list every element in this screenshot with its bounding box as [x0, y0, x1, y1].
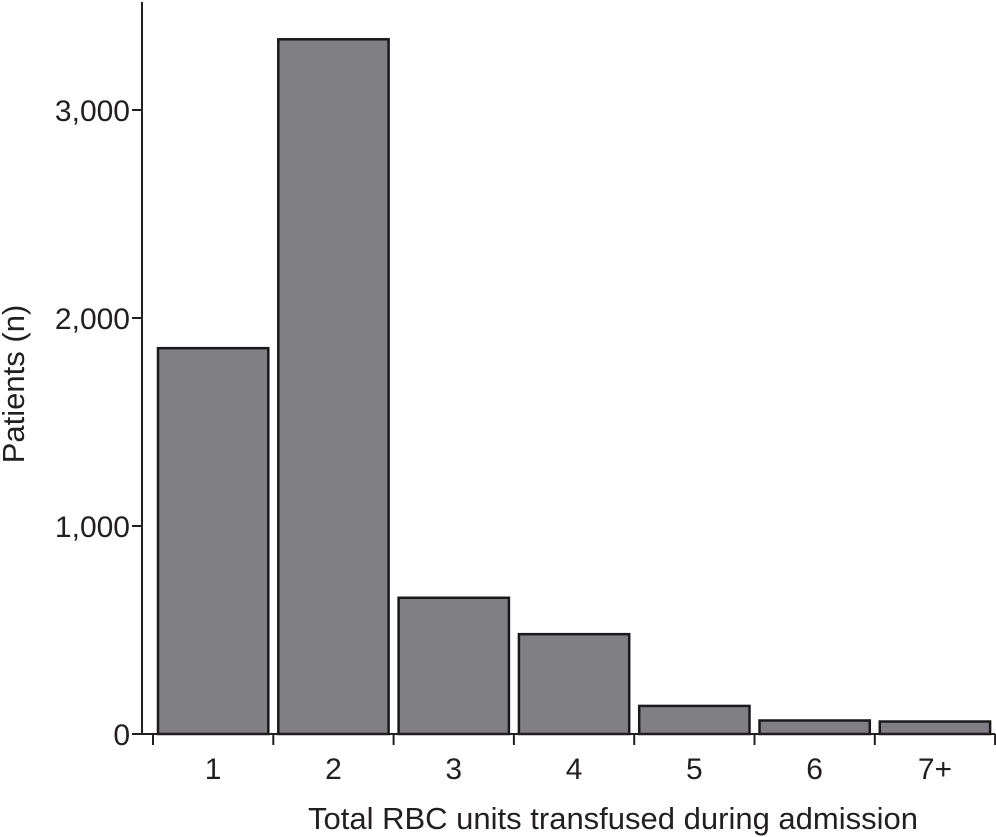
bar-7+ — [878, 720, 992, 736]
x-tick-label: 1 — [205, 753, 222, 786]
y-axis-title: Patients (n) — [0, 305, 31, 464]
x-ticks-group: 1 2 3 4 5 6 7+ — [152, 734, 996, 786]
axes-group — [141, 2, 996, 735]
x-tick-label: 2 — [325, 753, 342, 786]
x-tick-label: 5 — [686, 753, 703, 786]
bar-2 — [277, 38, 390, 736]
x-tick-label: 6 — [806, 753, 823, 786]
x-axis-title: Total RBC units transfused during admiss… — [308, 801, 918, 836]
bars-group — [156, 38, 992, 736]
bar-6 — [758, 719, 872, 736]
x-tick-label: 7+ — [918, 753, 952, 786]
bar-3 — [397, 596, 511, 736]
x-tick-label: 4 — [566, 753, 583, 786]
bar-4 — [517, 632, 631, 736]
y-ticks-group: 0 1,000 2,000 3,000 — [55, 95, 142, 752]
x-tick-label: 3 — [445, 753, 462, 786]
y-tick-label: 2,000 — [55, 303, 130, 336]
y-tick-label: 3,000 — [55, 95, 130, 128]
bar-1 — [156, 346, 270, 736]
y-tick-label: 0 — [113, 719, 130, 752]
bar-5 — [637, 704, 751, 736]
y-tick-label: 1,000 — [55, 511, 130, 544]
